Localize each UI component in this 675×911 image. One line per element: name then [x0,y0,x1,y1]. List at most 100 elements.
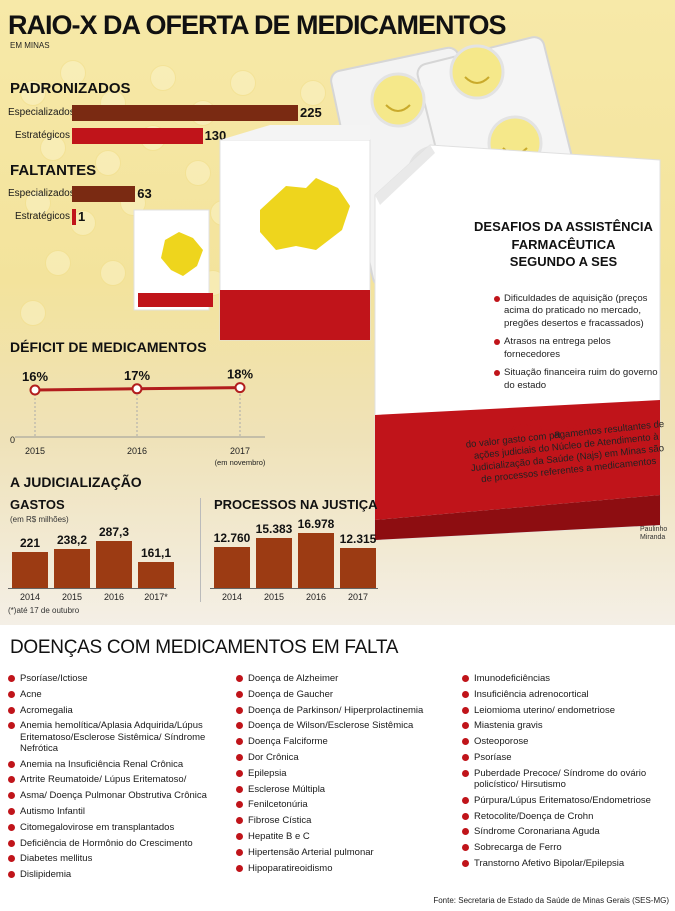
medicine-box-large [374,144,661,541]
gastos-unit: (em R$ milhões) [10,515,69,524]
col-year-label: 2017* [144,592,168,602]
col-value-label: 161,1 [140,545,172,560]
col-value-label: 221 [19,535,41,550]
disease-item: Asma/ Doença Pulmonar Obstrutiva Crônica [8,790,230,801]
disease-item: Insuficiência adrenocortical [462,689,674,700]
faltantes-value-especializados: 63 [137,186,152,201]
smiley-pill-bg [300,80,326,106]
col-year-label: 2014 [221,592,243,602]
smiley-pill-bg [25,190,51,216]
chart-divider [200,498,201,602]
padronizados-label-estrategicos: Estratégicos [14,130,70,141]
source-note: Fonte: Secretaria de Estado da Saúde de … [433,896,669,905]
col-axis [8,588,176,589]
disease-item: Psoríase/Ictiose [8,673,230,684]
info-title-line: FARMACÊUTICA [511,236,616,252]
smiley-pill-bg [45,250,71,276]
col-value-label: 15.383 [255,522,293,537]
smiley-pill-bg [20,300,46,326]
padronizados-bar-especializados [72,105,298,121]
col-bar [298,533,334,588]
col-bar [12,551,48,588]
col-value-label: 287,3 [98,525,130,539]
disease-item: Anemia hemolítica/Aplasia Adquirida/Lúpu… [8,720,230,754]
disease-item: Doença de Wilson/Esclerose Sistêmica [236,720,458,731]
col-axis [210,588,378,589]
smiley-pill-bg [95,150,121,176]
disease-item: Citomegalovirose em transplantados [8,822,230,833]
disease-item: Leiomioma uterino/ endometriose [462,705,674,716]
col-bar [138,561,174,588]
smiley-pill-bg [100,260,126,286]
challenges-list: Dificuldades de aquisição (preços acima … [494,293,662,398]
disease-item: Diabetes mellitus [8,853,230,864]
disease-item: Doença de Alzheimer [236,673,458,684]
diseases-column-3: Imunodeficiências Insuficiência adrenocor… [462,673,674,874]
padronizados-heading: PADRONIZADOS [10,80,131,97]
smiley-pill-bg [150,65,176,91]
deficit-point [234,382,246,394]
smiley-pill-bg [20,80,46,106]
disease-item: Hipoparatireoidismo [236,863,458,874]
disease-item: Dislipidemia [8,869,230,880]
medicine-box-small [133,209,213,311]
pct-connector: a [553,427,561,441]
disease-item: Deficiência de Hormônio do Crescimento [8,838,230,849]
disease-item: Esclerose Múltipla [236,784,458,795]
deficit-zero-label: 0 [10,435,15,445]
processos-heading: PROCESSOS NA JUSTIÇA [214,497,378,512]
deficit-value-label: 17% [124,368,150,383]
disease-item: Doença de Parkinson/ Hiperprolactinemia [236,705,458,716]
disease-item: Púrpura/Lúpus Eritematoso/Endometriose [462,795,674,806]
deficit-year-label: 2017 [230,446,250,456]
judicializacao-heading: A JUDICIALIZAÇÃO [10,474,142,490]
percentage-range: 70% a 80% [506,420,608,444]
disease-item: Artrite Reumatoide/ Lúpus Eritematoso/ [8,774,230,785]
col-bar [340,548,376,588]
deficit-year-label: 2016 [127,446,147,456]
disease-item: Fenilcetonúria [236,799,458,810]
challenge-item: Situação financeira ruim do governo do e… [494,367,662,392]
col-bar [214,546,250,588]
challenge-item: Atrasos na entrega pelos fornecedores [494,336,662,361]
col-year-label: 2017 [347,592,369,602]
gastos-heading: GASTOS [10,497,65,512]
smiley-pill-bg [40,135,66,161]
diseases-column-2: Doença de Alzheimer Doença de Gaucher Doen… [236,673,458,878]
padronizados-label-especializados: Especializados [8,107,75,118]
illustration-credit: Paulinho Miranda [640,526,668,541]
disease-item: Fibrose Cística [236,815,458,826]
deficit-point [29,384,41,396]
info-title-line: DESAFIOS DA ASSISTÊNCIA [474,219,653,234]
disease-item: Puberdade Precoce/ Síndrome do ovário po… [462,768,674,790]
disease-item: Síndrome Coronariana Aguda [462,826,674,837]
col-year-label: 2015 [263,592,285,602]
info-box-title: DESAFIOS DA ASSISTÊNCIA FARMACÊUTICA SEG… [466,218,661,271]
col-year-label: 2016 [103,592,125,602]
disease-item: Imunodeficiências [462,673,674,684]
disease-item: Doença Falciforme [236,736,458,747]
medicine-boxes-illustration [133,36,661,541]
pct-low: 70% [506,420,549,443]
padronizados-bar-estrategicos [72,128,203,144]
disease-item: Transtorno Afetivo Bipolar/Epilepsia [462,858,674,869]
padronizados-value-especializados: 225 [300,105,322,120]
disease-item: Sobrecarga de Ferro [462,842,674,853]
disease-item: Dor Crônica [236,752,458,763]
disease-item: Hepatite B e C [236,831,458,842]
page-subtitle: EM MINAS [10,41,50,50]
col-bar [54,549,90,588]
col-year-label: 2016 [305,592,327,602]
disease-item: Autismo Infantil [8,806,230,817]
info-title-line: SEGUNDO A SES [509,254,618,270]
medicine-box-medium [219,125,371,341]
deficit-value-label: 16% [22,369,48,384]
disease-item: Psoríase [462,752,674,763]
deficit-point [131,383,143,395]
faltantes-label-estrategicos: Estratégicos [14,211,70,222]
disease-item: Epilepsia [236,768,458,779]
disease-item: Miastenia gravis [462,720,674,731]
faltantes-value-estrategicos: 1 [78,209,86,224]
deficit-line-chart: 16% 2015 17% 2016 18% 2017 (em novembro) 0 [10,367,266,467]
deficit-year-label: 2015 [25,446,45,456]
